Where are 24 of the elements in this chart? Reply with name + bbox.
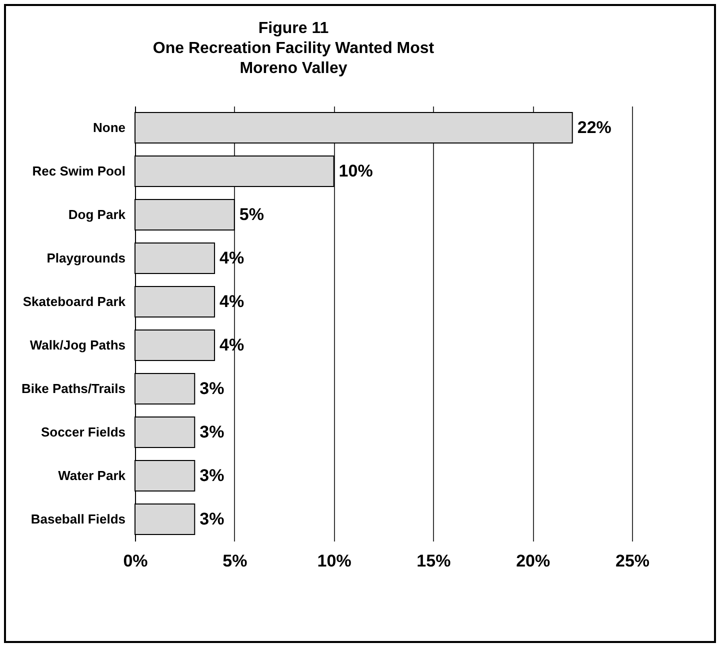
y-tick-label: Playgrounds: [46, 250, 126, 266]
y-tick-label: Soccer Fields: [40, 424, 126, 440]
y-tick-label: Dog Park: [68, 206, 126, 222]
data-label: 3%: [200, 422, 224, 442]
y-tick-label: Skateboard Park: [22, 294, 126, 309]
x-tick-label: 25%: [615, 552, 650, 570]
data-label: 3%: [200, 466, 224, 485]
data-label: 3%: [200, 509, 224, 528]
y-tick-label: None: [93, 120, 126, 135]
y-tick-label: Bike Paths/Trails: [21, 380, 126, 396]
x-tick-label: 0%: [123, 552, 148, 570]
data-label: 5%: [239, 204, 264, 224]
data-label: 10%: [338, 161, 373, 180]
x-tick-label: 5%: [222, 552, 248, 570]
y-tick-label: Baseball Fields: [30, 511, 126, 526]
x-tick-label: 15%: [416, 552, 451, 570]
y-tick-label: Water Park: [58, 468, 126, 483]
x-tick-label: 20%: [516, 552, 550, 570]
data-label: 3%: [200, 378, 224, 398]
y-tick-label: Rec Swim Pool: [32, 163, 126, 178]
x-tick-label: 10%: [317, 552, 352, 570]
y-tick-label: Walk/Jog Paths: [30, 337, 126, 352]
data-label: 22%: [577, 118, 612, 137]
chart-title: Figure 11 One Recreation Facility Wanted Most Moreno Valley: [152, 20, 435, 77]
